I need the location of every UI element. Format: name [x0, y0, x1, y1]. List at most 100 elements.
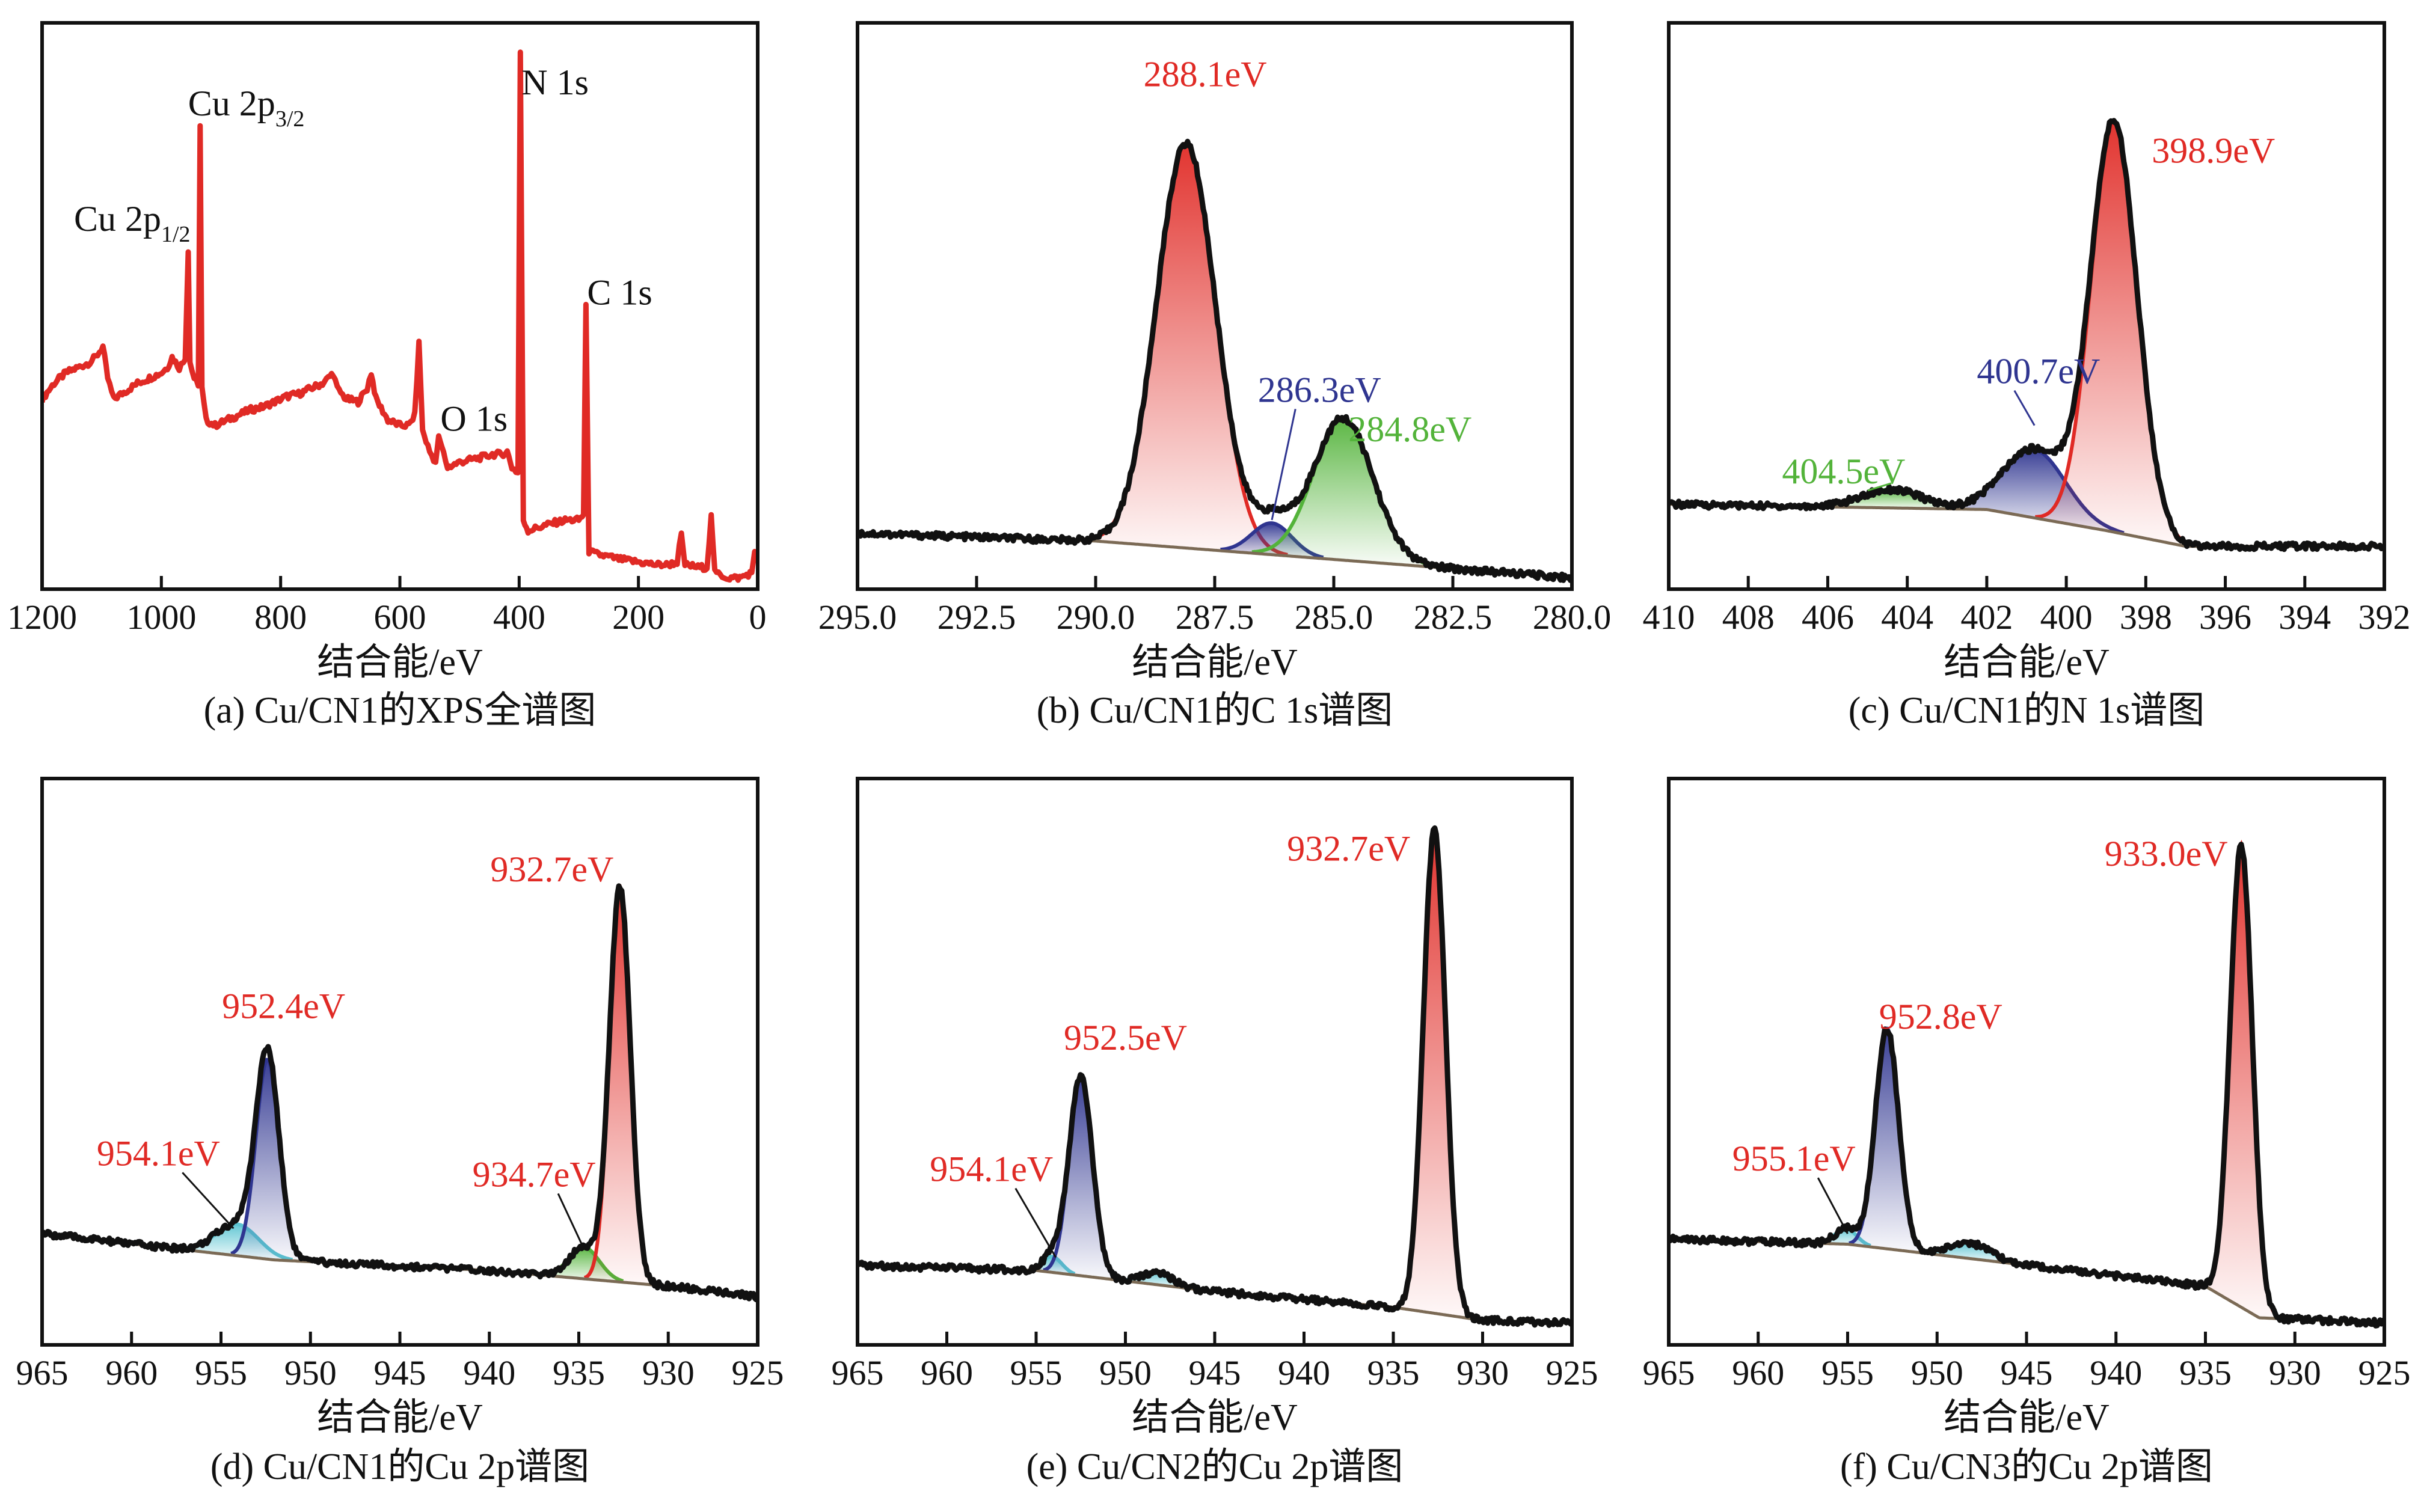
panel-f-tick-label: 925 [2358, 1353, 2411, 1392]
panel-a-tick-label: 600 [374, 598, 426, 637]
panel-e-annotation-0: 952.5eV [1064, 1018, 1187, 1057]
panel-a-tick-label: 400 [493, 598, 545, 637]
panel-a-survey-line [42, 49, 758, 583]
panel-d-caption: (d) Cu/CN1的Cu 2p谱图 [210, 1446, 589, 1487]
panel-b-tick-label: 292.5 [937, 598, 1016, 637]
panel-a-tick-label: 1200 [7, 598, 77, 637]
panel-c-peak-0-fill [1820, 489, 1962, 509]
panel-a-annotation-3: C 1s [587, 273, 652, 313]
panel-a-tick-label: 800 [254, 598, 307, 637]
panel-a-annotation-2: N 1s [521, 63, 589, 102]
panel-f-tick-label: 960 [1732, 1353, 1784, 1392]
panel-f-tick-label: 930 [2269, 1353, 2321, 1392]
panel-e-caption: (e) Cu/CN2的Cu 2p谱图 [1026, 1446, 1404, 1487]
panel-f-x-ticks: 965 960 955 950 945 940 935 930 925 [1643, 1332, 2411, 1392]
panel-d-tick-label: 950 [284, 1353, 337, 1392]
panel-d-annotation-1: 954.1eV [97, 1133, 220, 1173]
panel-e-cu2p-cn2-spectrum: 965 960 955 950 945 940 935 930 925 结合能/eV (e) C… [832, 777, 1598, 1487]
panel-c-annotation-1: 400.7eV [1977, 352, 2100, 391]
panel-f-tick-label: 935 [2179, 1353, 2232, 1392]
panel-b-x-axis-label: 结合能/eV [1132, 642, 1298, 683]
panel-e-tick-label: 935 [1367, 1353, 1420, 1392]
panel-e-tick-label: 945 [1189, 1353, 1241, 1392]
panel-d-envelope-line [42, 883, 758, 1303]
panel-f-cu2p-cn3-spectrum: 965 960 955 950 945 940 935 930 925 结合能/eV (f) C… [1643, 777, 2411, 1487]
panel-c-tick-label: 396 [2199, 598, 2251, 637]
panel-d-x-ticks: 965 960 955 950 945 940 935 930 925 [16, 1332, 784, 1392]
panel-d-tick-label: 965 [16, 1353, 69, 1392]
panel-c-annotation-1-leader [2013, 390, 2036, 426]
panel-c-frame [1667, 21, 2386, 591]
panel-c-tick-label: 392 [2358, 598, 2411, 637]
panel-e-annotation-1: 954.1eV [930, 1149, 1053, 1189]
panel-e-tick-label: 960 [921, 1353, 973, 1392]
panel-d-annotation-1-leader [182, 1172, 235, 1229]
panel-f-caption: (f) Cu/CN3的Cu 2p谱图 [1840, 1446, 2213, 1487]
panel-d-tick-label: 940 [463, 1353, 515, 1392]
panel-d-tick-label: 935 [553, 1353, 605, 1392]
panel-c-annotation-2-leader [1867, 482, 1892, 492]
panel-d-tick-label: 930 [642, 1353, 695, 1392]
panel-f-tick-label: 965 [1643, 1353, 1695, 1392]
panel-b-peak-2-fill [1251, 418, 1435, 568]
panel-f-annotation-1-leader [1817, 1177, 1849, 1234]
panel-a-tick-label: 200 [612, 598, 664, 637]
panel-f-plot-content [1669, 839, 2384, 1329]
panel-f-x-axis-label: 结合能/eV [1944, 1397, 2110, 1438]
panel-d-plot-content [42, 883, 758, 1303]
panel-c-annotation-2: 404.5eV [1782, 451, 1905, 491]
panel-c-envelope-line [1669, 118, 2384, 552]
panel-f-tick-label: 945 [2001, 1353, 2053, 1392]
panel-b-caption: (b) Cu/CN1的C 1s谱图 [1037, 690, 1393, 731]
panel-c-tick-label: 408 [1722, 598, 1775, 637]
panel-c-x-ticks: 410 408 406 404 402 400 398 396 394 392 [1643, 576, 2411, 637]
panel-f-tick-label: 940 [2090, 1353, 2142, 1392]
panel-e-envelope-line [858, 825, 1572, 1328]
panel-b-c1s-spectrum: 295.0 292.5 290.0 287.5 285.0 282.5 280.0 结合能/… [818, 21, 1612, 731]
panel-a-annotation-4: O 1s [440, 399, 508, 438]
panel-e-tick-label: 940 [1278, 1353, 1330, 1392]
panel-b-tick-label: 295.0 [818, 598, 897, 637]
panel-e-annotation-2: 932.7eV [1287, 828, 1410, 868]
panel-c-tick-label: 394 [2278, 598, 2331, 637]
panel-f-annotation-0: 952.8eV [1879, 997, 2002, 1036]
panel-d-tick-label: 945 [374, 1353, 426, 1392]
panel-d-annotation-3: 932.7eV [490, 849, 613, 889]
panel-a-x-ticks: 1200 1000 800 600 400 200 0 [7, 576, 767, 637]
panel-e-tick-label: 955 [1010, 1353, 1063, 1392]
panel-f-annotation-2: 933.0eV [2105, 834, 2228, 874]
panel-b-annotation-1-leader [1271, 408, 1296, 521]
panel-e-tick-label: 965 [832, 1353, 884, 1392]
panel-c-caption: (c) Cu/CN1的N 1s谱图 [1849, 690, 2205, 731]
panel-f-envelope-line [1669, 842, 2384, 1329]
panel-d-annotation-2: 934.7eV [473, 1154, 596, 1194]
panel-f-tick-label: 955 [1821, 1353, 1874, 1392]
panel-c-x-axis-label: 结合能/eV [1944, 642, 2110, 683]
panel-a-tick-label: 0 [749, 598, 767, 637]
panel-b-envelope-line [858, 138, 1572, 583]
panel-b-tick-label: 282.5 [1414, 598, 1493, 637]
panel-e-plot-content [858, 825, 1572, 1328]
panel-c-tick-label: 402 [1960, 598, 2013, 637]
panel-b-plot-content [858, 138, 1572, 583]
panel-c-tick-label: 410 [1643, 598, 1695, 637]
panel-e-peak-3-fill [1396, 830, 1472, 1319]
panel-c-tick-label: 404 [1881, 598, 1933, 637]
panel-b-x-ticks: 295.0 292.5 290.0 287.5 285.0 282.5 280.0 [818, 576, 1612, 637]
panel-c-annotation-0: 398.9eV [2152, 130, 2275, 170]
panel-b-annotation-0: 288.1eV [1144, 55, 1267, 94]
panel-e-tick-label: 950 [1099, 1353, 1152, 1392]
panel-c-plot-content [1669, 118, 2384, 552]
panel-a-x-axis-label: 结合能/eV [317, 642, 483, 683]
panel-f-annotation-1: 955.1eV [1732, 1139, 1856, 1178]
panel-b-tick-label: 280.0 [1533, 598, 1612, 637]
panel-d-tick-label: 925 [732, 1353, 784, 1392]
panel-c-tick-label: 400 [2040, 598, 2093, 637]
panel-c-tick-label: 398 [2120, 598, 2172, 637]
panel-b-tick-label: 290.0 [1057, 598, 1135, 637]
panel-d-x-axis-label: 结合能/eV [317, 1397, 483, 1438]
panel-e-annotation-1-leader [1014, 1187, 1057, 1258]
panel-c-tick-label: 406 [1802, 598, 1854, 637]
panel-a-annotation-1: Cu 2p1/2 [74, 199, 191, 247]
